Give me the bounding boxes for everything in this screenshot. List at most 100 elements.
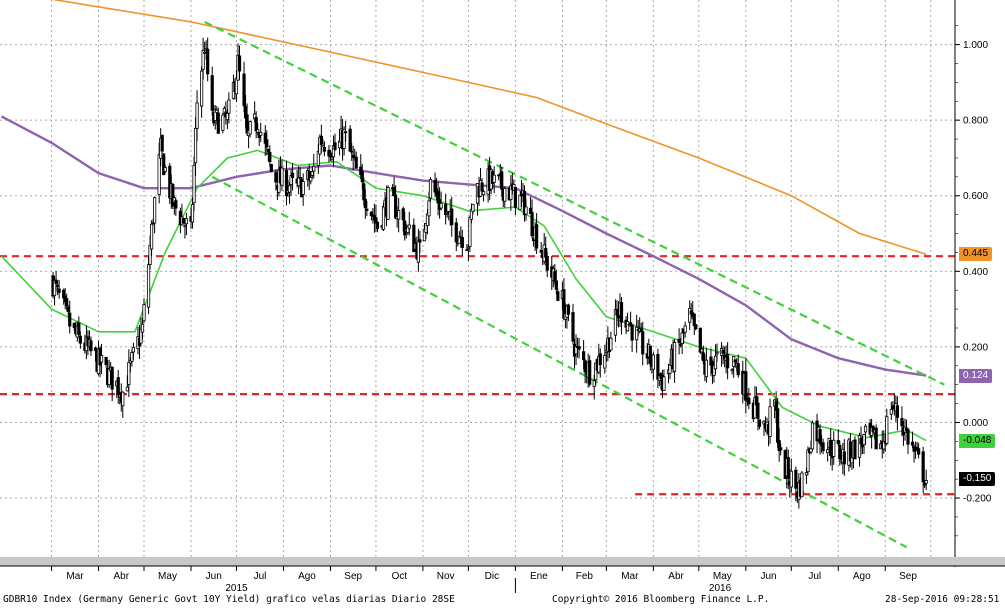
candle-body xyxy=(779,447,783,451)
candle-body xyxy=(889,409,893,415)
candle-body xyxy=(110,366,114,390)
candle-body xyxy=(78,335,82,344)
x-tick-label: Jul xyxy=(808,571,821,582)
candle-body xyxy=(157,154,161,195)
x-tick-label: Jun xyxy=(206,571,222,582)
candle-body xyxy=(836,440,840,445)
candle xyxy=(131,342,135,361)
candle xyxy=(694,324,698,331)
candle-body xyxy=(862,434,866,446)
candle xyxy=(863,423,868,445)
candle-body xyxy=(481,191,486,196)
candle-body xyxy=(344,131,348,134)
candle xyxy=(754,386,759,406)
candle-body xyxy=(921,451,925,483)
candle-body xyxy=(503,188,507,202)
candle xyxy=(651,351,655,380)
candle-body xyxy=(439,202,443,209)
candle xyxy=(800,470,804,498)
candle xyxy=(160,134,164,153)
candle-body xyxy=(309,177,313,182)
candle-body xyxy=(794,469,798,489)
candle xyxy=(744,358,748,414)
trend-channel xyxy=(204,20,945,549)
candle-body xyxy=(694,324,698,330)
candle xyxy=(301,173,305,206)
candle xyxy=(730,368,734,375)
candle xyxy=(518,194,522,211)
candle-body xyxy=(162,153,166,176)
candle xyxy=(789,458,793,493)
candle-body xyxy=(910,441,915,446)
candle-body xyxy=(554,280,558,290)
candle xyxy=(566,303,571,321)
candle-body xyxy=(810,422,815,450)
x-tick-label: Dic xyxy=(485,571,499,582)
x-tick-label: Sep xyxy=(899,571,917,582)
candle-body xyxy=(193,127,198,164)
candle xyxy=(269,163,273,173)
candle-body xyxy=(237,55,242,72)
candle-body xyxy=(454,222,458,243)
candle-body xyxy=(221,114,225,131)
candle-body xyxy=(588,360,592,385)
candle-body xyxy=(885,416,889,444)
candle xyxy=(895,396,899,431)
moving-average-line xyxy=(51,0,927,256)
candle xyxy=(862,433,866,454)
candle-body xyxy=(256,129,260,133)
candle xyxy=(662,369,666,391)
x-tick-label: Nov xyxy=(437,571,455,582)
candle-body xyxy=(160,134,164,152)
candle xyxy=(104,356,108,368)
candle xyxy=(556,288,560,302)
candle xyxy=(497,174,501,181)
candle xyxy=(677,328,681,355)
candle xyxy=(116,370,120,404)
candle-body xyxy=(704,359,708,378)
candle xyxy=(641,321,645,366)
candle xyxy=(535,213,539,254)
candle-body xyxy=(418,239,422,243)
candle-body xyxy=(54,279,58,284)
candle xyxy=(747,388,751,410)
candle-body xyxy=(99,355,104,363)
year-label: 2015 xyxy=(225,583,248,594)
candle xyxy=(333,133,337,152)
candle-body xyxy=(280,167,284,186)
candle xyxy=(237,45,242,80)
candle-body xyxy=(776,408,780,443)
candle-body xyxy=(183,225,187,228)
x-tick-label: Sep xyxy=(344,571,362,582)
candle xyxy=(736,354,740,378)
candle-body xyxy=(818,429,822,444)
candle-body xyxy=(57,288,61,293)
candle-body xyxy=(733,359,737,363)
candle xyxy=(832,431,836,465)
candle xyxy=(692,313,696,335)
candle-body xyxy=(274,172,278,183)
candle-body xyxy=(146,264,151,308)
candle-body xyxy=(200,70,204,107)
candle-body xyxy=(582,351,586,361)
candle xyxy=(213,105,217,130)
candle xyxy=(248,120,252,138)
candle-body xyxy=(401,208,405,221)
candle xyxy=(297,166,301,195)
candle-body xyxy=(89,340,93,352)
candle xyxy=(184,212,189,236)
candle xyxy=(588,355,592,387)
candle-body xyxy=(265,139,269,148)
candle-body xyxy=(174,200,178,209)
candle-body xyxy=(625,321,630,332)
candle-body xyxy=(354,156,358,169)
candle xyxy=(436,181,440,216)
candle-body xyxy=(500,171,504,190)
candle xyxy=(99,343,104,375)
candle xyxy=(444,193,448,225)
candle-body xyxy=(181,217,186,224)
candle-body xyxy=(842,451,846,465)
candle-body xyxy=(210,75,214,111)
candle xyxy=(268,145,272,167)
